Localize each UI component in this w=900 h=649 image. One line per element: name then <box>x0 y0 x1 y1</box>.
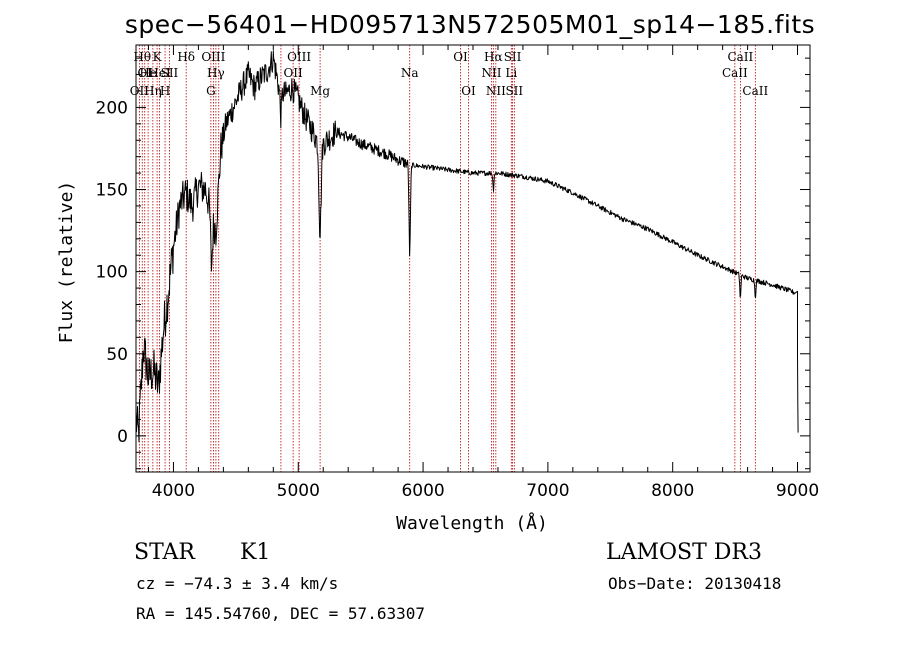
x-tick-label: 4000 <box>152 481 195 501</box>
x-tick-label: 5000 <box>277 481 320 501</box>
spectral-line-label: Na <box>401 66 419 80</box>
spectral-line-label: Mg <box>310 84 330 98</box>
spectral-line-label: OIII <box>201 50 225 64</box>
y-tick-label: 150 <box>96 181 128 201</box>
observation-date: Obs−Date: 20130418 <box>608 574 782 593</box>
object-subclass: K1 <box>240 540 271 565</box>
axis-ticks: 4000 5000 6000 7000 8000 9000 0 50 100 150 200 <box>96 45 819 501</box>
spectral-line-label: Hδ <box>177 50 195 64</box>
chart-title: spec−56401−HD095713N572505M01_sp14−185.f… <box>125 10 815 39</box>
spectral-line-label: H <box>160 84 170 98</box>
x-tick-label: 8000 <box>651 481 694 501</box>
y-tick-label: 50 <box>106 345 128 365</box>
spectral-line-label: Hγ <box>207 66 225 80</box>
x-tick-label: 6000 <box>401 481 444 501</box>
spectral-line-label: NII <box>486 84 506 98</box>
y-tick-label: 200 <box>96 98 128 118</box>
x-tick-label: 7000 <box>526 481 569 501</box>
spectral-line-label: OI <box>137 66 152 80</box>
spectral-line-label: SII <box>161 66 179 80</box>
spectral-line-label: Li <box>505 66 517 80</box>
redshift-cz: cz = −74.3 ± 3.4 km/s <box>136 574 339 593</box>
ra-dec-coordinates: RA = 145.54760, DEC = 57.63307 <box>136 604 425 623</box>
survey-name: LAMOST DR3 <box>606 540 762 565</box>
spectral-line-label: G <box>206 84 216 98</box>
spectral-line-label: He <box>139 66 157 80</box>
y-tick-label: 0 <box>117 427 128 447</box>
spectral-line-label: HeI <box>148 66 171 80</box>
spectral-line-label: CaII <box>727 50 753 64</box>
spectrum-line <box>135 50 799 443</box>
object-class: STAR <box>134 540 195 565</box>
spectral-line-label: SII <box>504 50 522 64</box>
spectral-line-label: CaII <box>722 66 748 80</box>
spectral-line-label: Hθ <box>133 50 151 64</box>
x-axis-label: Wavelength (Å) <box>396 512 548 534</box>
spectral-line-label: K <box>153 50 163 64</box>
spectral-line-label: OIII <box>287 50 311 64</box>
spectral-line-label: SII <box>505 84 523 98</box>
spectral-line-markers <box>138 45 756 472</box>
y-axis-label: Flux (relative) <box>56 181 77 344</box>
y-tick-label: 100 <box>96 263 128 283</box>
spectral-line-label: Hα <box>484 50 503 64</box>
spectral-line-label: OI <box>461 84 476 98</box>
spectral-line-label: Hη <box>144 84 162 98</box>
spectral-line-label: OI <box>453 50 468 64</box>
spectral-line-label: OII <box>283 66 303 80</box>
x-tick-label: 9000 <box>776 481 819 501</box>
spectral-line-label: NII <box>481 66 501 80</box>
spectral-line-label: CaII <box>742 84 768 98</box>
